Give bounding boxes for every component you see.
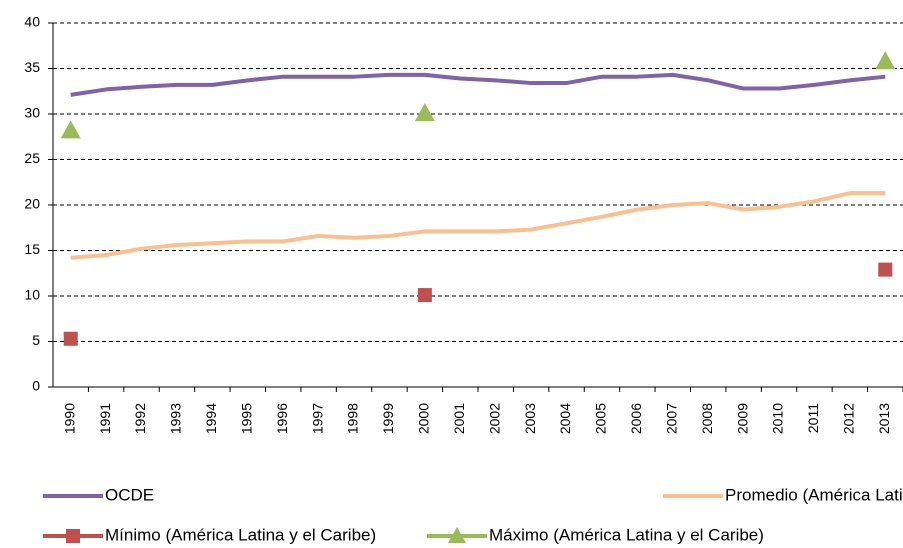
x-tick-label: 1990 [61,403,77,434]
x-tick-label: 2013 [876,403,892,434]
y-tick-label: 40 [24,14,40,30]
x-tick-label: 2010 [770,403,786,434]
x-tick-label: 2008 [699,403,715,434]
x-tick-label: 2000 [416,403,432,434]
marker [60,120,81,139]
legend-label: OCDE [105,485,154,504]
x-tick-label: 1997 [309,403,325,434]
y-tick-label: 5 [32,332,40,348]
y-tick-label: 25 [24,150,40,166]
legend-marker [448,527,466,543]
x-tick-label: 2009 [734,403,750,434]
x-tick-label: 1995 [238,403,254,434]
x-tick-label: 1998 [345,403,361,434]
y-tick-label: 20 [24,196,40,212]
marker [63,331,78,346]
x-tick-label: 1994 [203,403,219,434]
series-line [70,72,886,97]
x-tick-label: 2002 [486,403,502,434]
marker [875,51,896,70]
x-tick-label: 1991 [97,403,113,434]
legend-label: Promedio (América Latina y el Caribe) [725,485,903,504]
y-tick-label: 15 [24,241,40,257]
y-tick-label: 30 [24,105,40,121]
legend-label: Mínimo (América Latina y el Caribe) [105,525,376,544]
marker [878,262,893,277]
marker [417,288,432,303]
y-tick-label: 35 [24,59,40,75]
x-tick-label: 2006 [628,403,644,434]
y-tick-label: 10 [24,287,40,303]
x-tick-label: 2011 [805,403,821,433]
x-tick-label: 2012 [841,403,857,434]
series-line [70,191,886,260]
marker [414,103,435,122]
x-tick-label: 1993 [168,403,184,434]
x-tick-label: 2007 [663,403,679,434]
x-tick-label: 1996 [274,403,290,434]
x-tick-label: 2005 [593,403,609,434]
legend-marker [66,529,80,543]
x-tick-label: 2001 [451,403,467,434]
x-tick-label: 2004 [557,403,573,434]
x-tick-label: 2003 [522,403,538,434]
legend-label: Máximo (América Latina y el Caribe) [489,525,764,544]
y-tick-label: 0 [32,378,40,394]
x-tick-label: 1999 [380,403,396,434]
x-tick-label: 1992 [132,403,148,434]
